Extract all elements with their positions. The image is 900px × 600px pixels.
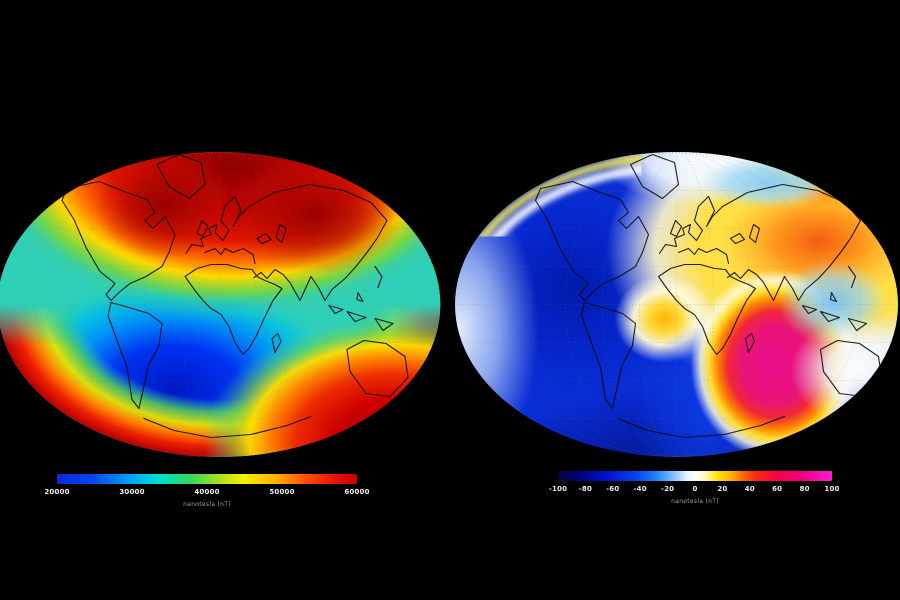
intensity-colorbar: 20000 30000 40000 50000 60000 nanotesla … [44,474,369,508]
change-colorbar-ticks: -100 -80 -60 -40 -20 0 20 40 60 80 100 [549,485,840,496]
tick-label: -100 [548,485,568,493]
intensity-colorbar-gradient [57,474,357,484]
tick-label: 30000 [119,488,145,496]
tick-label: 60 [772,485,783,493]
tick-label: 100 [824,485,840,493]
intensity-colorbar-ticks: 20000 30000 40000 50000 60000 [44,488,369,499]
change-colorbar-gradient [558,471,832,481]
tick-label: 50000 [269,488,295,496]
tick-label: -40 [633,485,647,493]
tick-label: 20 [717,485,728,493]
unit-caption: nanotesla (nT) [671,498,719,505]
tick-label: -60 [606,485,620,493]
change-colorbar: -100 -80 -60 -40 -20 0 20 40 60 80 100 n… [549,471,840,505]
tick-label: 60000 [344,488,370,496]
tick-label: -20 [660,485,675,493]
tick-label: -80 [578,485,593,493]
tick-label: 80 [799,485,810,493]
field-change-world-map [455,152,898,457]
tick-label: 40000 [194,488,220,496]
field-intensity-world-map [0,152,441,457]
tick-label: 40 [744,485,755,493]
tick-label: 20000 [44,488,70,496]
unit-caption: nanotesla (nT) [183,501,231,508]
tick-label: 0 [692,485,698,493]
